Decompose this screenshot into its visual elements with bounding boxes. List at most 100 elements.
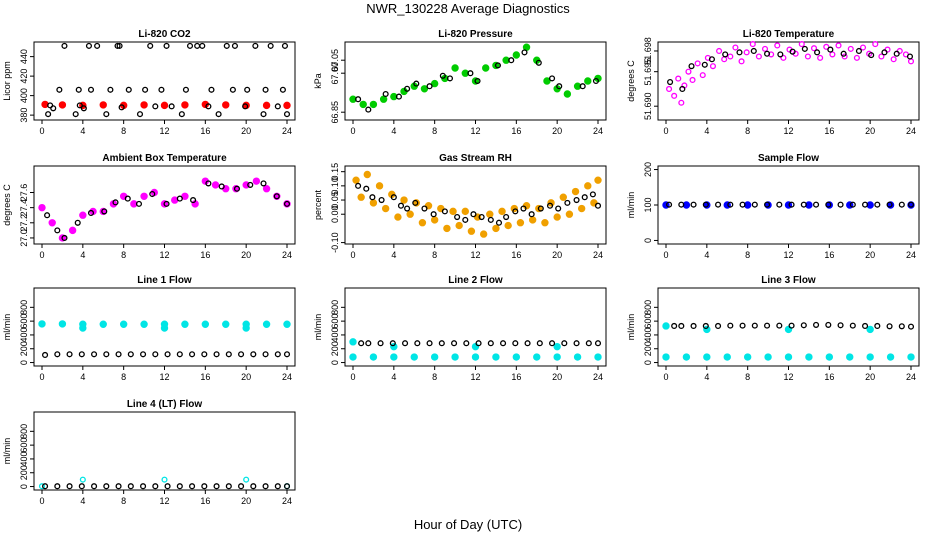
data-point (75, 86, 82, 93)
data-point (703, 353, 711, 361)
data-point (48, 219, 56, 227)
y-tick-label: 0 (643, 238, 653, 243)
panel-title: Li-820 Temperature (743, 29, 835, 40)
data-point (54, 483, 61, 490)
data-point (50, 105, 57, 112)
data-point (176, 483, 183, 490)
data-point (486, 210, 494, 218)
data-point (163, 200, 170, 207)
data-point (56, 86, 63, 93)
data-point (589, 191, 596, 198)
data-point (242, 324, 250, 332)
data-point (127, 351, 134, 358)
x-tick-label: 0 (350, 126, 355, 136)
data-point (140, 101, 148, 109)
panel-title: Line 3 Flow (761, 275, 816, 286)
data-point (247, 181, 254, 188)
x-tick-label: 4 (80, 496, 85, 506)
data-point (874, 201, 881, 208)
x-tick-label: 8 (432, 250, 437, 260)
data-point (390, 194, 397, 201)
data-point (743, 49, 750, 56)
data-point (667, 78, 674, 86)
data-point (494, 62, 502, 69)
data-point (369, 199, 378, 207)
data-point (114, 42, 121, 49)
data-point (690, 322, 697, 330)
data-point (874, 322, 881, 330)
data-point (761, 45, 769, 52)
panel-title: Li-820 CO2 (138, 29, 191, 40)
data-point (218, 183, 225, 190)
x-tick-label: 16 (511, 126, 521, 136)
data-point (262, 101, 271, 110)
data-point (461, 207, 469, 216)
data-point (421, 205, 428, 212)
y-tick-label: 200 (19, 465, 29, 480)
data-point (528, 216, 537, 224)
data-point (584, 77, 592, 85)
data-point (164, 351, 171, 358)
data-point (201, 483, 208, 490)
panel-title: Li-820 Pressure (438, 29, 513, 40)
y-axis-label: kPa (313, 73, 323, 89)
data-point (115, 351, 122, 358)
data-point (412, 199, 419, 206)
y-tick-label: 800 (19, 424, 29, 439)
y-tick-label: 67.00 (330, 62, 340, 85)
panel-1: Li-820 CO2 Licor ppm 0 4 8 12 16 20 24 380 400 420 4… (2, 29, 296, 136)
x-tick-label: 16 (824, 250, 834, 260)
data-point (397, 202, 405, 209)
x-tick-label: 0 (39, 496, 44, 506)
data-point (825, 201, 832, 208)
data-point (238, 351, 245, 358)
data-point (79, 476, 86, 483)
y-tick-label: 400 (19, 451, 29, 466)
y-tick-label: 800 (19, 300, 29, 315)
y-axis-label: percent (313, 189, 323, 220)
x-tick-label: 24 (593, 372, 603, 382)
data-point (176, 195, 183, 202)
data-point (524, 340, 531, 347)
data-point (250, 483, 257, 490)
data-point (426, 83, 433, 90)
data-point (355, 96, 362, 103)
data-point (690, 201, 697, 208)
data-point (662, 322, 670, 330)
x-tick-label: 12 (783, 126, 793, 136)
data-point (463, 340, 470, 347)
data-point (420, 85, 429, 93)
data-point (181, 320, 189, 328)
data-point (58, 101, 67, 109)
data-point (907, 323, 915, 330)
data-point (666, 85, 673, 92)
data-point (671, 322, 678, 330)
series-2 (42, 351, 291, 359)
data-point (823, 43, 830, 50)
x-tick-label: 16 (824, 126, 834, 136)
data-point (749, 41, 756, 48)
data-point (898, 323, 905, 330)
data-point (755, 53, 762, 60)
x-tick-label: 16 (200, 496, 210, 506)
data-point (103, 351, 110, 358)
y-tick-label: 380 (19, 108, 29, 123)
data-point (87, 86, 95, 93)
data-point (54, 227, 61, 234)
data-point (482, 64, 490, 72)
data-point (176, 351, 183, 358)
data-point (205, 103, 212, 110)
data-point (571, 187, 580, 196)
y-tick-label: 0 (330, 360, 340, 365)
series-1 (349, 43, 602, 109)
plot-frame (657, 41, 920, 121)
data-point (594, 353, 602, 361)
y-tick-label: 200 (643, 162, 653, 177)
data-point (233, 185, 241, 192)
data-point (503, 214, 510, 221)
y-axis-label: ml/min (313, 314, 323, 341)
series-2 (355, 49, 600, 113)
data-point (99, 320, 107, 328)
data-point (215, 111, 222, 118)
data-point (116, 42, 123, 49)
